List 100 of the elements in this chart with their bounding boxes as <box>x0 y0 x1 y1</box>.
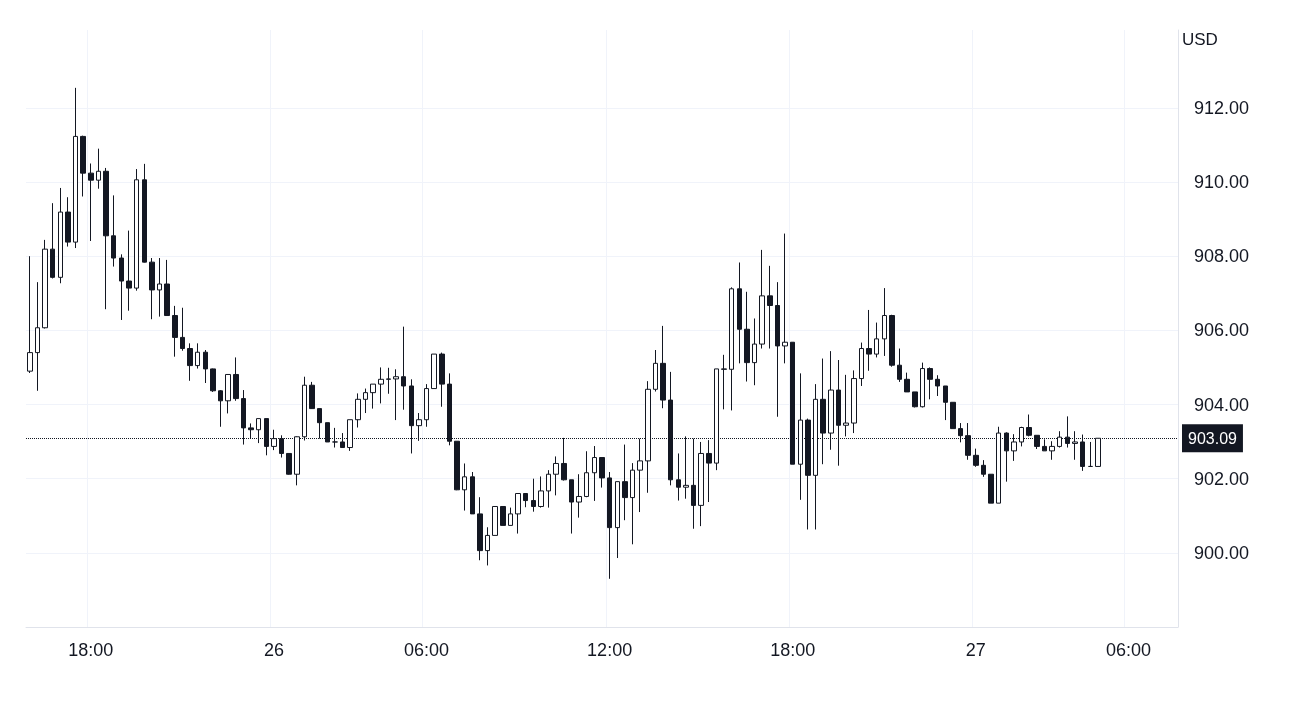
y-tick-label: 910.00 <box>1194 172 1250 193</box>
candlestick <box>73 87 78 249</box>
candlestick <box>126 230 132 312</box>
candlestick <box>515 493 521 535</box>
candlestick <box>58 187 63 284</box>
candlestick <box>759 249 765 350</box>
candlestick <box>35 281 40 392</box>
candlestick <box>874 322 879 358</box>
y-tick-label: 904.00 <box>1194 394 1250 415</box>
candlestick <box>592 445 597 502</box>
candlestick <box>454 440 460 491</box>
candlestick <box>1049 440 1055 461</box>
candlestick <box>42 239 48 329</box>
candlestick <box>50 202 55 279</box>
candlestick <box>576 473 582 519</box>
x-tick-label: 18:00 <box>68 640 114 660</box>
candlestick <box>401 326 406 411</box>
candlestick <box>431 353 437 390</box>
candlestick <box>225 373 231 414</box>
candlestick <box>607 471 612 580</box>
candlestick <box>599 457 605 489</box>
candlestick <box>477 496 483 561</box>
candlestick <box>500 505 506 526</box>
candlestick <box>584 450 589 498</box>
candlestick <box>462 462 467 512</box>
y-axis-title: USD <box>1182 30 1218 49</box>
candlestick <box>721 354 727 410</box>
y-tick-label: 908.00 <box>1194 246 1250 267</box>
candlestick <box>859 342 864 387</box>
candlestick <box>851 369 857 434</box>
candlestick <box>737 262 742 364</box>
y-tick-label: 912.00 <box>1194 97 1250 118</box>
candlestick <box>218 389 223 428</box>
candlestick <box>920 362 925 408</box>
ref-line-label: 903.09 <box>1188 429 1238 447</box>
candlestick <box>553 455 559 496</box>
candlestick <box>203 349 208 384</box>
candlestick <box>698 441 704 527</box>
x-tick-label: 12:00 <box>587 640 633 660</box>
candlestick <box>378 366 384 404</box>
candlestick <box>65 196 71 248</box>
candlestick <box>927 366 933 400</box>
candlestick <box>424 383 429 428</box>
candlestick <box>508 507 513 526</box>
candlestick <box>370 383 376 410</box>
candlestick <box>691 438 696 530</box>
candlestick <box>355 392 361 429</box>
candlestick <box>935 374 940 397</box>
candlestick <box>233 356 239 402</box>
candlestick <box>653 349 658 393</box>
candlestick <box>729 286 734 411</box>
candlestick <box>286 452 292 476</box>
x-tick-label: 26 <box>263 640 284 660</box>
candlestick <box>973 448 979 468</box>
candlestick <box>889 314 895 368</box>
candlestick <box>912 391 918 408</box>
x-tick-label: 18:00 <box>770 640 816 660</box>
candlestick <box>531 478 536 513</box>
candlestick <box>492 505 498 536</box>
candlestick <box>744 291 750 383</box>
candlestick <box>119 253 124 321</box>
candlestick <box>470 471 475 515</box>
x-tick-label: 06:00 <box>404 640 450 660</box>
candlestick <box>172 305 178 358</box>
y-tick-label: 906.00 <box>1194 320 1250 341</box>
candlestick <box>386 367 391 395</box>
candlestick <box>111 194 116 268</box>
candlestick <box>622 444 628 521</box>
candlestick <box>187 342 193 382</box>
candlestick <box>80 135 86 197</box>
candlestick <box>88 162 94 242</box>
y-tick-label: 900.00 <box>1194 542 1250 563</box>
candlestick <box>882 287 887 357</box>
candlestick <box>103 167 109 310</box>
candlestick <box>1088 441 1093 468</box>
candlestick <box>630 462 635 545</box>
candlestick <box>637 438 643 513</box>
candlestick <box>843 374 849 437</box>
candlestick <box>96 148 101 190</box>
candlestick <box>195 342 200 370</box>
candlestick <box>897 348 902 383</box>
candlestick <box>981 459 986 478</box>
x-tick-label: 27 <box>965 640 986 660</box>
candlestick <box>27 255 33 374</box>
candlestick <box>752 317 757 386</box>
candlestick <box>363 388 368 414</box>
candlestick <box>775 281 780 418</box>
candlestick <box>309 381 315 410</box>
candlestick <box>767 265 773 350</box>
candlestick <box>866 309 872 372</box>
candlestick <box>782 233 788 364</box>
y-tick-label: 902.00 <box>1194 468 1250 489</box>
candlestick <box>943 385 948 421</box>
candlestick <box>546 469 551 509</box>
candlestick <box>157 257 162 318</box>
candlestick <box>1026 414 1032 437</box>
candlestick <box>538 475 544 509</box>
candlestick <box>149 257 155 320</box>
candlestick <box>523 493 528 508</box>
candlestick <box>164 259 170 317</box>
